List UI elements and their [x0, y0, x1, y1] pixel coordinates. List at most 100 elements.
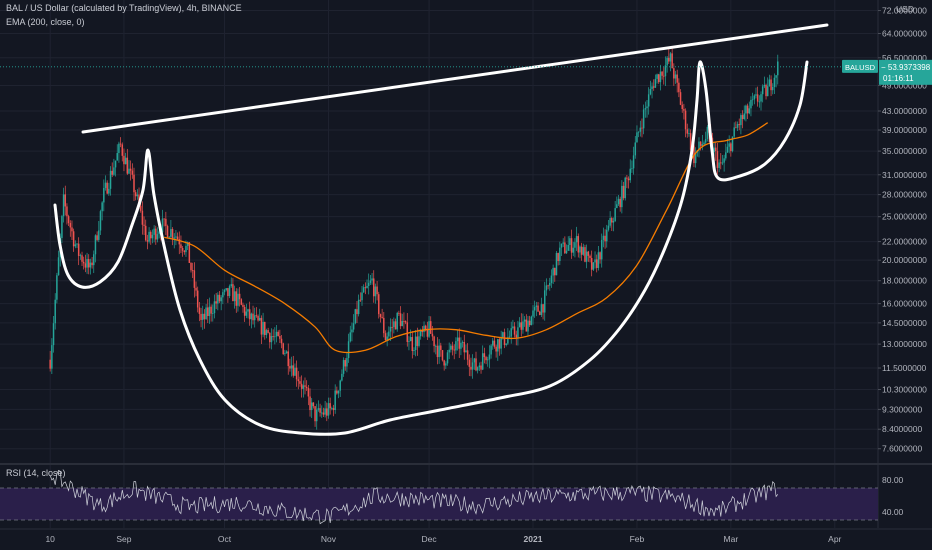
candle-body — [668, 57, 670, 62]
candle-body — [626, 177, 628, 179]
candle-body — [408, 341, 410, 342]
candle-body — [423, 325, 425, 333]
candle-body — [684, 110, 687, 130]
candle-body — [339, 380, 341, 391]
candle-body — [518, 322, 521, 328]
candle-body — [89, 262, 92, 268]
candle-body — [532, 310, 534, 317]
candle-body — [121, 144, 124, 156]
candle-body — [652, 86, 655, 88]
candle-body — [718, 162, 720, 168]
candle-body — [255, 315, 258, 317]
candle-body — [116, 153, 118, 161]
candle-body — [163, 218, 165, 220]
candle-body — [486, 359, 489, 361]
candle-body — [309, 396, 311, 411]
candle-body — [451, 345, 454, 350]
candle-body — [649, 88, 652, 95]
candle-body — [361, 292, 363, 301]
candle-body — [279, 335, 281, 339]
candle-body — [751, 99, 754, 101]
candle-body — [545, 285, 548, 291]
candle-body — [535, 305, 538, 308]
candle-body — [379, 314, 382, 317]
candle-body — [86, 259, 88, 268]
candle-body — [56, 275, 58, 300]
candle-body — [212, 313, 214, 314]
candle-body — [346, 358, 348, 367]
candle-body — [498, 339, 501, 349]
candle-body — [210, 306, 212, 314]
candle-body — [632, 155, 635, 169]
price-axis-label: 10.3000000 — [882, 384, 927, 394]
candle-body — [725, 152, 727, 159]
candle-body — [585, 251, 588, 262]
candle-body — [372, 278, 375, 297]
candle-body — [572, 247, 574, 253]
candle-body — [314, 406, 316, 422]
candle-body — [750, 99, 752, 109]
candle-body — [579, 246, 581, 253]
candle-body — [619, 198, 621, 208]
candle-body — [552, 267, 554, 276]
candle-body — [136, 194, 139, 197]
time-axis-label: Oct — [218, 534, 232, 544]
candle-body — [294, 367, 296, 376]
candle-body — [386, 336, 388, 340]
candle-body — [168, 236, 170, 238]
candle-body — [495, 346, 497, 352]
candle-body — [119, 143, 122, 145]
candle-body — [196, 290, 199, 308]
candle-body — [307, 388, 310, 397]
candle-body — [150, 231, 152, 239]
candle-body — [580, 246, 583, 255]
candle-body — [421, 330, 424, 333]
time-axis-label: Dec — [422, 534, 438, 544]
candle-body — [703, 142, 705, 145]
candle-body — [492, 340, 494, 346]
candle-body — [61, 216, 63, 238]
candle-body — [275, 331, 278, 337]
candle-body — [84, 263, 87, 268]
candle-body — [642, 109, 645, 129]
candle-body — [569, 238, 571, 246]
candle-body — [617, 198, 620, 205]
candle-body — [315, 409, 318, 422]
candle-body — [287, 351, 289, 367]
candle-body — [228, 286, 231, 297]
price-axis-label: 8.4000000 — [882, 424, 922, 434]
candle-body — [678, 82, 680, 93]
candle-body — [403, 321, 405, 322]
candle-body — [99, 211, 102, 231]
candle-body — [277, 331, 279, 336]
candle-body — [217, 294, 219, 304]
candle-body — [604, 235, 606, 242]
rsi-axis-label: 40.00 — [882, 507, 904, 517]
candle-body — [357, 299, 360, 315]
candle-body — [270, 336, 273, 343]
candle-body — [564, 242, 566, 254]
candle-body — [723, 158, 725, 163]
candle-body — [123, 155, 125, 165]
candle-body — [233, 291, 236, 302]
candle-body — [758, 101, 761, 103]
candle-body — [441, 350, 444, 361]
candle-body — [334, 390, 336, 411]
price-axis-label: 14.5000000 — [882, 318, 927, 328]
candle-body — [688, 133, 690, 134]
candle-body — [409, 337, 412, 342]
candle-body — [720, 162, 722, 164]
candle-body — [476, 367, 479, 371]
candle-body — [753, 95, 756, 100]
candle-body — [587, 251, 590, 256]
candle-body — [354, 309, 357, 324]
candle-body — [215, 301, 217, 304]
time-axis-label: Nov — [321, 534, 337, 544]
candle-body — [565, 250, 568, 254]
candle-body — [173, 237, 175, 239]
candle-body — [755, 94, 757, 96]
candle-body — [282, 343, 284, 355]
candle-body — [384, 333, 387, 340]
candle-body — [114, 160, 117, 168]
